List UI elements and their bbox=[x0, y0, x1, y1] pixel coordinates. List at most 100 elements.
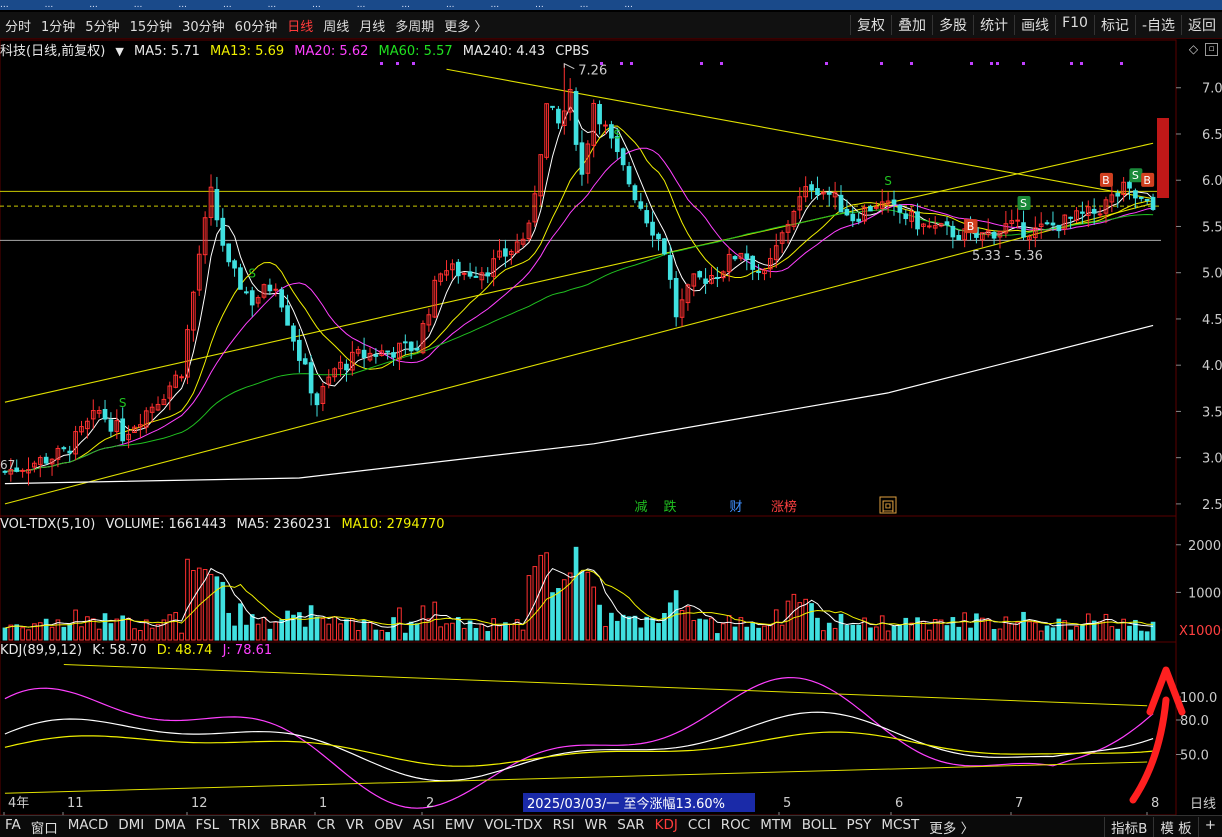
candle-body bbox=[1150, 196, 1156, 210]
indicator-tool[interactable]: 指标B bbox=[1104, 816, 1153, 837]
top-nav-item[interactable]: ... bbox=[89, 0, 98, 10]
signal-dot bbox=[720, 62, 723, 65]
ma13-line bbox=[4, 125, 1154, 473]
candle-body bbox=[302, 358, 308, 365]
volume-bar bbox=[1009, 623, 1015, 641]
volume-bar bbox=[220, 581, 226, 641]
candle-body bbox=[279, 289, 284, 308]
indicator-tab[interactable]: BRAR bbox=[270, 816, 307, 833]
top-nav-item[interactable]: ... bbox=[579, 0, 589, 10]
chart-tool-button[interactable]: -自选 bbox=[1134, 15, 1181, 35]
indicator-tool[interactable]: + bbox=[1197, 816, 1222, 837]
period-tab[interactable]: 周线 bbox=[323, 19, 350, 35]
candle-body bbox=[503, 248, 508, 257]
period-tab[interactable]: 日线 bbox=[287, 19, 314, 35]
vol-ma10-line bbox=[4, 569, 1154, 629]
top-nav-item[interactable]: ... bbox=[535, 0, 544, 10]
chart-tool-button[interactable]: 统计 bbox=[973, 15, 1014, 35]
period-tab[interactable]: 月线 bbox=[359, 19, 386, 35]
candle-body bbox=[1074, 210, 1079, 221]
volume-bar bbox=[438, 626, 443, 641]
indicator-tab[interactable]: SAR bbox=[617, 816, 645, 833]
candle-body bbox=[679, 299, 685, 318]
candle-body bbox=[185, 329, 190, 378]
candle-body bbox=[261, 284, 267, 298]
candle-body bbox=[1056, 224, 1062, 232]
indicator-tool[interactable]: 模 板 bbox=[1153, 816, 1197, 837]
chart-tool-button[interactable]: 返回 bbox=[1181, 15, 1222, 35]
volume-bar bbox=[126, 617, 131, 641]
indicator-tab[interactable]: BOLL bbox=[801, 816, 837, 833]
period-tab[interactable]: 更多 〉 bbox=[444, 19, 488, 35]
period-tab[interactable]: 15分钟 bbox=[129, 19, 173, 35]
chart-tool-button[interactable]: F10 bbox=[1055, 15, 1094, 35]
close-pane-icon[interactable]: ▫ bbox=[1205, 43, 1218, 56]
candle-body bbox=[450, 263, 455, 271]
indicator-tab[interactable]: WR bbox=[584, 816, 608, 833]
period-tab[interactable]: 分时 bbox=[5, 19, 32, 35]
kdj-d-line bbox=[4, 731, 1154, 767]
indicator-tab[interactable]: CCI bbox=[687, 816, 711, 833]
indicator-tabs: FA 窗口 MACD DMI DMA FSL TRIX BRAR CR VR OBV ASI EMV VO… bbox=[0, 817, 979, 837]
volume-bar bbox=[1074, 625, 1079, 641]
volume-bar bbox=[526, 575, 532, 641]
top-nav-item[interactable]: ... bbox=[44, 0, 54, 10]
volume-bar bbox=[461, 627, 467, 641]
top-nav-item[interactable]: ... bbox=[267, 0, 277, 10]
chart-tool-button[interactable]: 叠加 bbox=[891, 15, 932, 35]
dropdown-icon[interactable]: ▼ bbox=[115, 45, 124, 58]
period-tab[interactable]: 60分钟 bbox=[234, 19, 278, 35]
candle-body bbox=[379, 350, 385, 356]
top-nav-item[interactable]: ... bbox=[401, 0, 410, 10]
indicator-tab[interactable]: PSY bbox=[846, 816, 872, 833]
volume-bar bbox=[756, 627, 761, 641]
indicator-tab[interactable]: ROC bbox=[720, 816, 751, 833]
candle-body bbox=[985, 230, 991, 235]
top-nav-item[interactable]: ... bbox=[624, 0, 633, 10]
chart-tool-button[interactable]: 多股 bbox=[932, 15, 973, 35]
indicator-tab[interactable]: DMI bbox=[118, 816, 145, 833]
top-nav-item[interactable]: ... bbox=[356, 0, 366, 10]
candle-body bbox=[149, 406, 155, 413]
candle-body bbox=[438, 273, 443, 282]
signal-dot bbox=[600, 62, 603, 65]
candle-body bbox=[391, 352, 396, 358]
indicator-tab[interactable]: FSL bbox=[195, 816, 220, 833]
indicator-tab[interactable]: MACD bbox=[67, 816, 109, 833]
top-nav-item[interactable]: ... bbox=[312, 0, 321, 10]
volume-bar bbox=[591, 586, 597, 641]
indicator-tab[interactable]: EMV bbox=[444, 816, 475, 833]
period-tab[interactable]: 多周期 bbox=[395, 19, 435, 35]
chart-tool-button[interactable]: 画线 bbox=[1014, 15, 1055, 35]
top-nav-item[interactable]: ... bbox=[490, 0, 500, 10]
top-nav-item[interactable]: ... bbox=[0, 0, 9, 10]
indicator-tab[interactable]: 更多 〉 bbox=[929, 820, 975, 837]
volume-bar bbox=[1103, 613, 1109, 641]
indicator-tab[interactable]: DMA bbox=[154, 816, 186, 833]
indicator-tab[interactable]: MCST bbox=[881, 816, 920, 833]
indicator-tab[interactable]: MTM bbox=[760, 816, 792, 833]
period-tab[interactable]: 1分钟 bbox=[41, 19, 76, 35]
volume-bar bbox=[167, 614, 173, 641]
top-nav-item[interactable]: ... bbox=[222, 0, 232, 10]
chart-tool-button[interactable]: 标记 bbox=[1093, 15, 1135, 35]
top-nav-item[interactable]: ... bbox=[178, 0, 187, 10]
indicator-tab[interactable]: TRIX bbox=[229, 816, 261, 833]
diamond-icon[interactable]: ◇ bbox=[1188, 42, 1199, 56]
indicator-tab[interactable]: 窗口 bbox=[30, 820, 58, 837]
indicator-tab[interactable]: RSI bbox=[552, 816, 575, 833]
candle-body bbox=[885, 200, 891, 205]
period-tab[interactable]: 5分钟 bbox=[85, 19, 120, 35]
period-tab[interactable]: 30分钟 bbox=[182, 19, 225, 35]
indicator-tab[interactable]: VOL-TDX bbox=[484, 816, 543, 833]
indicator-tab[interactable]: CR bbox=[316, 816, 336, 833]
indicator-tab[interactable]: FA bbox=[5, 816, 21, 833]
top-nav-item[interactable]: ... bbox=[133, 0, 143, 10]
indicator-tab[interactable]: KDJ bbox=[654, 816, 678, 833]
chart-tool-button[interactable]: 复权 bbox=[850, 15, 891, 35]
indicator-tab[interactable]: OBV bbox=[374, 816, 403, 833]
indicator-tab[interactable]: VR bbox=[345, 816, 365, 833]
top-nav-item[interactable]: ... bbox=[445, 0, 455, 10]
indicator-tab[interactable]: ASI bbox=[412, 816, 435, 833]
